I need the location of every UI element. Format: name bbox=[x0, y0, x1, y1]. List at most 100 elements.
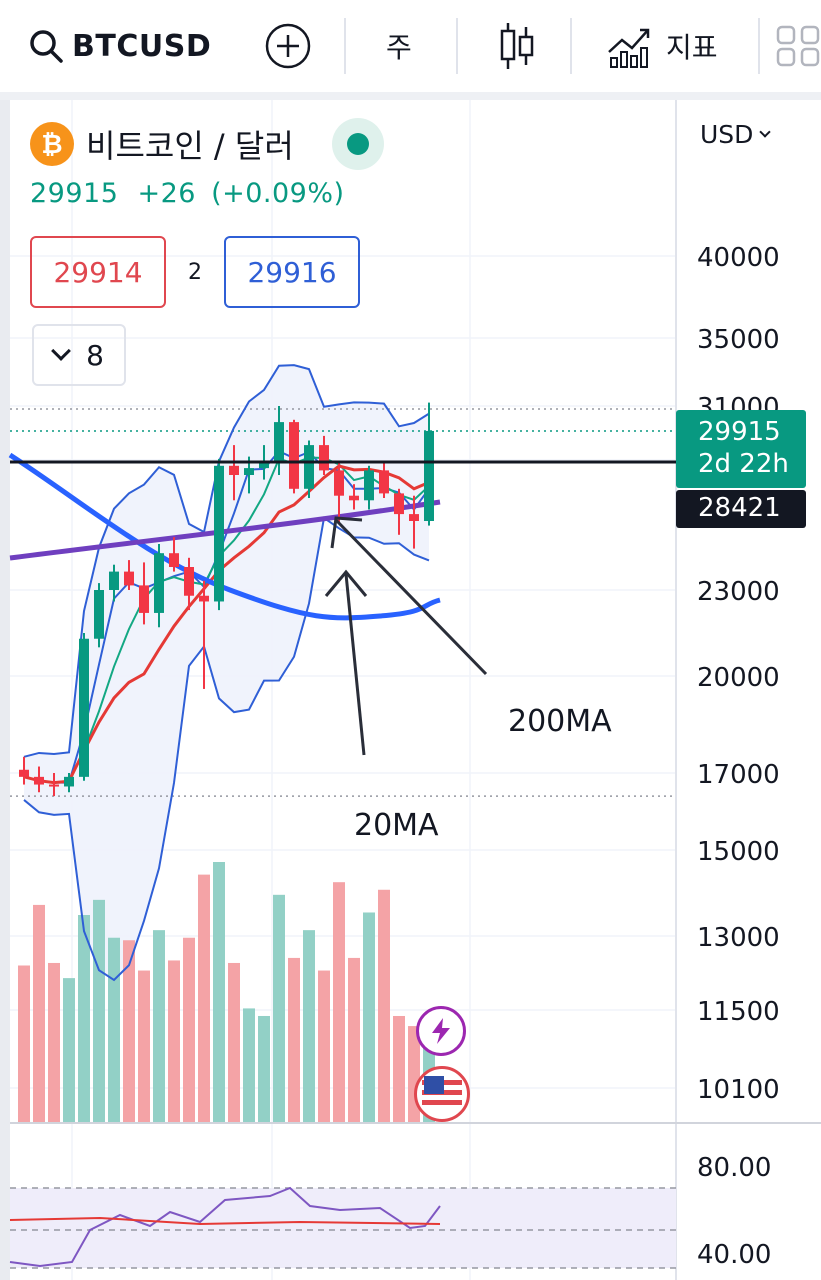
rsi-ma-line bbox=[9, 1216, 441, 1226]
chevron-down-icon bbox=[759, 126, 772, 138]
indicators-button[interactable]: 지표 bbox=[606, 0, 718, 92]
volume-bar bbox=[288, 957, 300, 1122]
rsi-background bbox=[10, 1188, 676, 1268]
volume-bar bbox=[168, 960, 180, 1122]
toolbar-divider bbox=[344, 18, 346, 74]
arrow-20ma-head bbox=[324, 569, 368, 597]
search-icon bbox=[30, 30, 63, 63]
market-open-indicator[interactable] bbox=[331, 118, 384, 170]
candle-body bbox=[334, 470, 344, 496]
currency-selector[interactable]: USD bbox=[700, 120, 772, 149]
volume-bar bbox=[303, 930, 315, 1122]
ma-red-line bbox=[23, 464, 430, 785]
buy-ask-button[interactable]: 29916 bbox=[224, 236, 360, 308]
horizontal-line-price: 28421 bbox=[698, 493, 781, 523]
top-toolbar: BTCUSD 주 지표 bbox=[0, 0, 821, 92]
volume-bar bbox=[273, 894, 285, 1122]
bar-countdown: 2d 22h bbox=[698, 449, 789, 479]
candle-body bbox=[34, 776, 44, 785]
rsi-line bbox=[9, 1186, 441, 1268]
compare-symbol-button[interactable] bbox=[264, 0, 312, 92]
volume-bar bbox=[318, 970, 330, 1122]
price-axis-label: 15000 bbox=[697, 837, 780, 867]
price-axis-label: 10100 bbox=[697, 1075, 780, 1105]
toolbar-divider bbox=[570, 18, 572, 74]
price-axis-label: 23000 bbox=[697, 577, 780, 607]
grid-layout-icon bbox=[776, 25, 820, 67]
candle-body bbox=[154, 553, 164, 613]
candle-body bbox=[124, 571, 134, 586]
candle-body bbox=[424, 430, 434, 521]
candle-body bbox=[199, 595, 209, 602]
candle-body bbox=[364, 470, 374, 501]
candle-body bbox=[259, 463, 269, 469]
market-status-dot-icon bbox=[346, 133, 369, 155]
volume-bar bbox=[393, 1015, 405, 1122]
annotation-200ma[interactable]: 200MA bbox=[508, 704, 612, 739]
interval-label: 주 bbox=[386, 31, 412, 64]
chevron-down-icon bbox=[51, 341, 71, 361]
candle-body bbox=[214, 465, 224, 602]
bitcoin-logo-icon: ₿ bbox=[30, 122, 74, 166]
candle-body bbox=[229, 465, 239, 475]
candle-body bbox=[184, 567, 194, 596]
layout-grid-button[interactable] bbox=[776, 0, 821, 92]
symbol-full-name: 비트코인 / 달러 bbox=[86, 127, 294, 165]
rsi-axis-label: 40.00 bbox=[697, 1240, 771, 1270]
candle-body bbox=[139, 585, 149, 613]
arrow-200ma-shaft bbox=[334, 518, 488, 676]
candle-body bbox=[109, 571, 119, 590]
volume-bar bbox=[63, 978, 75, 1122]
horizontal-line-price-tag: 28421 bbox=[676, 490, 806, 528]
candle-body bbox=[19, 769, 29, 777]
plus-circle-icon bbox=[265, 23, 311, 69]
chart-type-button[interactable] bbox=[498, 0, 536, 92]
volume-bar bbox=[93, 899, 105, 1122]
economic-event-button[interactable] bbox=[414, 1066, 470, 1122]
candle-body bbox=[79, 638, 89, 777]
ma-blue-line bbox=[8, 452, 441, 621]
volume-bar bbox=[348, 957, 360, 1122]
candle-body bbox=[349, 495, 359, 501]
sell-bid-button[interactable]: 29914 bbox=[30, 236, 166, 308]
volume-bar bbox=[198, 874, 210, 1122]
bid-ask-row: 29914 2 29916 bbox=[30, 236, 360, 308]
price-axis-label: 20000 bbox=[697, 663, 780, 693]
last-price: 29915 bbox=[30, 178, 119, 209]
symbol-search-button[interactable]: BTCUSD bbox=[28, 0, 211, 92]
indicators-collapse-button[interactable]: 8 bbox=[32, 324, 126, 386]
rsi-axis-label: 80.00 bbox=[697, 1153, 771, 1183]
bollinger-upper-line bbox=[23, 364, 430, 758]
price-axis-label: 17000 bbox=[697, 760, 780, 790]
spread-value: 2 bbox=[188, 259, 202, 285]
candle-body bbox=[169, 553, 179, 567]
annotation-20ma[interactable]: 20MA bbox=[354, 808, 439, 843]
toolbar-shadow bbox=[0, 92, 821, 100]
volume-bar bbox=[258, 1015, 270, 1122]
candle-body bbox=[304, 445, 314, 489]
volume-bar bbox=[378, 889, 390, 1122]
price-axis-label: 11500 bbox=[697, 997, 780, 1027]
ma-green-line bbox=[23, 456, 430, 784]
candle-body bbox=[289, 422, 299, 489]
interval-button[interactable]: 주 bbox=[386, 0, 412, 92]
legend-price-row: 29915 +26 (+0.09%) bbox=[30, 178, 384, 209]
news-flash-button[interactable] bbox=[416, 1006, 466, 1056]
price-change-percent: (+0.09%) bbox=[211, 178, 345, 209]
volume-bar bbox=[228, 962, 240, 1122]
price-change: +26 bbox=[137, 178, 196, 209]
candlestick-icon bbox=[500, 23, 534, 69]
price-axis-label: 40000 bbox=[697, 243, 780, 273]
symbol-legend: ₿ 비트코인 / 달러 29915 +26 (+0.09%) bbox=[30, 118, 384, 209]
bollinger-lower-line bbox=[23, 516, 430, 982]
volume-bar bbox=[183, 937, 195, 1122]
volume-bar bbox=[33, 904, 45, 1122]
current-price-value: 29915 bbox=[698, 417, 781, 447]
volume-bar bbox=[48, 962, 60, 1122]
price-axis-label: 13000 bbox=[697, 923, 780, 953]
candle-body bbox=[64, 776, 74, 787]
volume-bar bbox=[243, 1008, 255, 1122]
candle-body bbox=[379, 470, 389, 494]
candle-body bbox=[394, 493, 404, 515]
